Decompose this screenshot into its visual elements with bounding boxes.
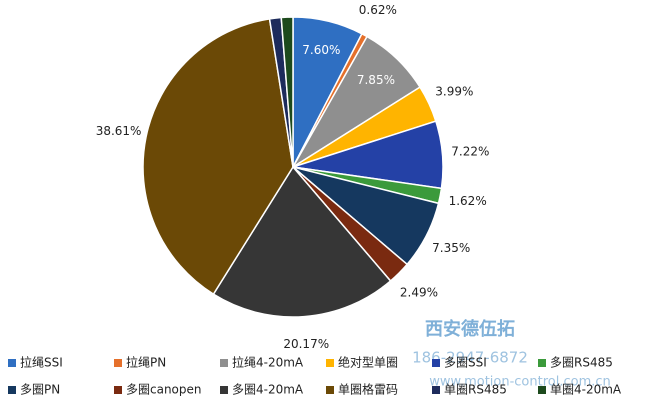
- legend-label: 单圈格雷码: [338, 382, 398, 397]
- legend-label: 单圈RS485: [444, 383, 507, 397]
- legend-swatch: [432, 359, 440, 367]
- data-label: 7.22%: [451, 145, 489, 159]
- data-label: 7.85%: [357, 73, 395, 87]
- pie-slice: [212, 165, 392, 318]
- data-label: 20.17%: [283, 337, 329, 351]
- data-label: 38.61%: [96, 124, 142, 138]
- legend-label: 多圈SSI: [444, 356, 487, 370]
- legend-swatch: [538, 386, 546, 394]
- legend-swatch: [432, 386, 440, 394]
- data-label: 2.49%: [400, 285, 438, 299]
- legend-label: 拉绳4-20mA: [232, 355, 304, 370]
- legend-label: 多圈PN: [20, 383, 60, 397]
- data-label: 7.35%: [432, 241, 470, 255]
- legend-swatch: [8, 359, 16, 367]
- watermark-phone: 186-2947-6872: [412, 349, 528, 367]
- legend-swatch: [538, 359, 546, 367]
- legend-label: 多圈RS485: [550, 356, 613, 370]
- legend-label: 绝对型单圈: [338, 355, 398, 370]
- watermark-url: www.motion-control.com.cn: [429, 375, 611, 390]
- pie-slice: [142, 17, 294, 296]
- watermark-company: 西安德伍拓: [425, 318, 515, 340]
- legend-label: 多圈4-20mA: [232, 383, 304, 397]
- legend-swatch: [220, 359, 228, 367]
- legend-label: 拉绳PN: [126, 355, 166, 370]
- legend-swatch: [326, 359, 334, 367]
- legend-swatch: [220, 386, 228, 394]
- legend-swatch: [8, 386, 16, 394]
- data-label: 3.99%: [435, 84, 473, 98]
- legend-label: 拉绳SSI: [20, 355, 63, 370]
- legend-swatch: [326, 386, 334, 394]
- data-label: 1.62%: [449, 194, 487, 208]
- legend-swatch: [114, 359, 122, 367]
- data-label: 0.62%: [359, 3, 397, 17]
- data-label: 7.60%: [302, 43, 340, 57]
- legend-label: 多圈canopen: [126, 383, 202, 397]
- pie-slice: [280, 16, 294, 168]
- legend-swatch: [114, 386, 122, 394]
- legend-label: 单圈4-20mA: [550, 383, 622, 397]
